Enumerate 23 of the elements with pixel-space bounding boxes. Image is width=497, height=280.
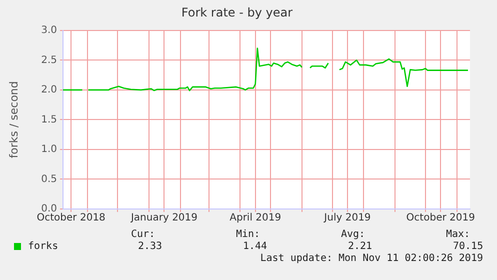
legend-label: forks [28,241,58,252]
text: Max: [446,229,470,240]
x-tick-label: October 2018 [36,212,106,224]
y-tick-label: 2.0 [41,84,57,96]
chart-title: Fork rate - by year [181,5,293,20]
y-tick-label: 2.5 [41,54,57,66]
text: 1.44 [243,241,268,252]
y-axis-title: forks / second [7,81,20,158]
text: Min: [236,229,260,240]
y-tick-label: 1.0 [41,144,57,156]
y-tick-label: 0.5 [41,174,57,185]
text: Last update: Mon Nov 11 02:00:26 2019 [260,253,483,264]
text: Avg: [341,229,366,240]
x-tick-label: October 2019 [406,212,475,224]
x-tick-label: January 2019 [130,212,198,224]
text: 70.15 [453,241,484,252]
text: 2.33 [138,241,162,252]
text: 2.21 [348,241,372,252]
x-tick-label: July 2019 [323,212,371,224]
y-tick-label: 1.5 [41,114,57,126]
y-tick-label: 3.0 [41,24,57,36]
text: Cur: [131,229,156,240]
x-tick-label: April 2019 [230,212,282,224]
